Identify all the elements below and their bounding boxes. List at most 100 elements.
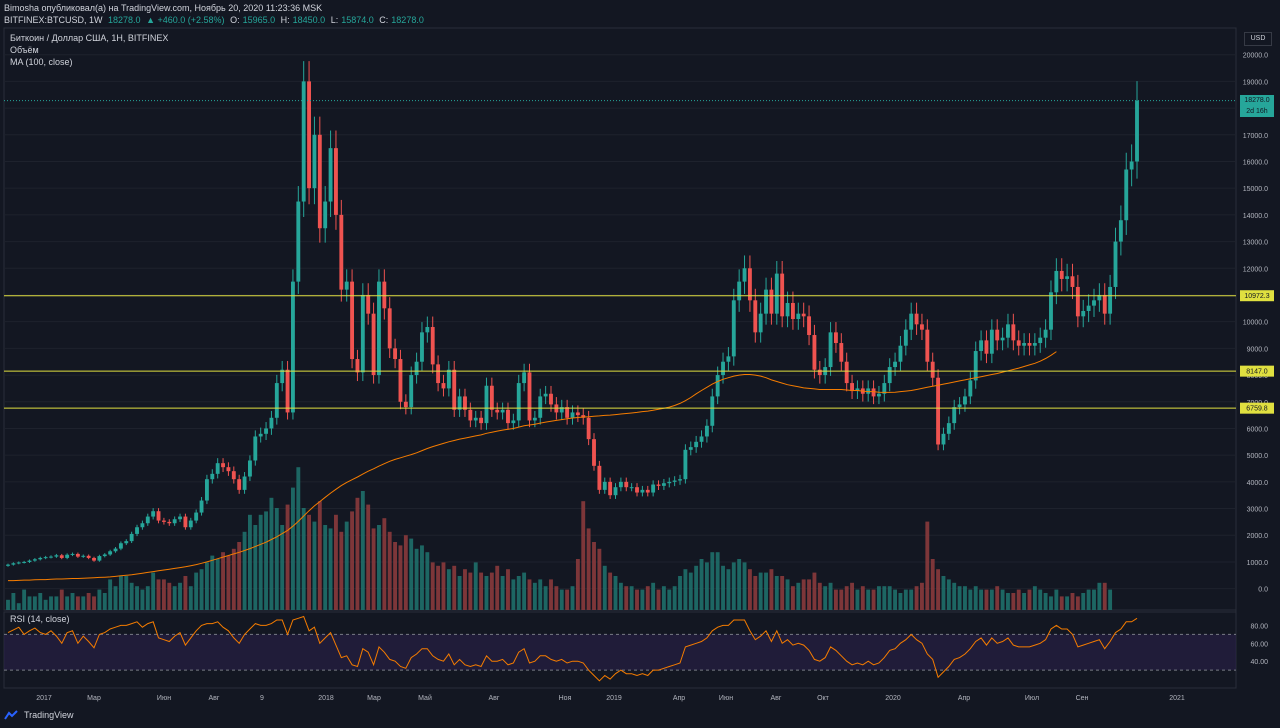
- close-value: 18278.0: [391, 15, 424, 25]
- candle: [1059, 270, 1064, 279]
- volume-bar: [511, 579, 516, 610]
- currency-label[interactable]: USD: [1244, 32, 1272, 46]
- volume-bar: [129, 582, 134, 610]
- volume-bar: [1097, 582, 1102, 610]
- volume-bar: [382, 518, 387, 610]
- volume-bar: [667, 589, 672, 610]
- candle: [559, 407, 564, 413]
- candle: [355, 359, 360, 373]
- volume-bar: [194, 572, 199, 610]
- candle: [269, 417, 274, 429]
- candle: [38, 557, 43, 560]
- volume-bar: [963, 586, 967, 610]
- volume-bar: [532, 582, 537, 610]
- y-tick-label: 14000.0: [1243, 213, 1268, 220]
- candle: [747, 268, 752, 301]
- volume-bar: [704, 562, 709, 610]
- candle: [903, 329, 908, 346]
- volume-bar: [731, 562, 736, 610]
- candle: [995, 329, 1000, 341]
- volume-bar: [344, 521, 349, 610]
- volume-bar: [307, 514, 312, 610]
- volume-bar: [258, 514, 263, 610]
- candle: [1129, 161, 1134, 170]
- x-tick-label: Окт: [817, 695, 830, 702]
- volume-bar: [188, 586, 193, 610]
- candle: [887, 367, 892, 384]
- volume-bar: [1043, 593, 1048, 610]
- candle: [737, 281, 742, 301]
- ma-line: [8, 351, 1057, 582]
- candle: [113, 548, 118, 552]
- candle: [75, 553, 80, 557]
- footer-brand[interactable]: TradingView: [4, 710, 74, 720]
- volume-bar: [328, 528, 333, 610]
- candle: [291, 281, 295, 413]
- volume-bar: [538, 579, 543, 610]
- volume-bar: [1102, 582, 1107, 610]
- candle: [1092, 300, 1096, 306]
- candle: [946, 423, 951, 434]
- candle: [844, 361, 849, 384]
- candle: [914, 313, 919, 325]
- rsi-band: [4, 634, 1236, 671]
- candle: [764, 289, 768, 314]
- x-tick-label: 9: [260, 695, 264, 702]
- volume-bar: [242, 531, 247, 610]
- volume-bar: [1081, 593, 1086, 610]
- low-value: 15874.0: [341, 15, 374, 25]
- candle: [237, 479, 242, 490]
- volume-bar: [145, 586, 150, 610]
- candle: [70, 553, 75, 555]
- candle: [414, 361, 419, 376]
- volume-bar: [274, 508, 279, 610]
- candle: [172, 519, 177, 524]
- candle: [188, 520, 193, 528]
- candle: [210, 473, 215, 480]
- candle: [360, 294, 365, 373]
- x-tick-label: 2018: [318, 695, 334, 702]
- volume-bar: [221, 552, 225, 610]
- volume-bar: [817, 582, 822, 610]
- candle: [489, 385, 494, 410]
- candle: [941, 433, 946, 445]
- candle: [839, 343, 844, 362]
- candle: [979, 340, 984, 352]
- candle: [274, 383, 279, 418]
- volume-bar: [909, 589, 914, 610]
- candle: [199, 500, 204, 513]
- volume-bar: [850, 582, 854, 610]
- candle: [882, 383, 887, 394]
- volume-bar: [393, 542, 398, 610]
- candle: [629, 487, 634, 489]
- volume-bar: [914, 586, 919, 610]
- candle: [957, 404, 962, 408]
- candle: [247, 460, 252, 477]
- volume-bar: [414, 548, 419, 610]
- level-tag: [1240, 290, 1274, 302]
- volume-bar: [43, 599, 48, 610]
- volume-bar: [936, 569, 941, 610]
- candle: [49, 556, 53, 558]
- volume-bar: [269, 497, 274, 610]
- volume-bar: [737, 559, 742, 610]
- candle: [909, 313, 914, 330]
- volume-bar: [1011, 593, 1016, 610]
- volume-bar: [877, 586, 881, 610]
- volume-bar: [124, 576, 129, 610]
- volume-bar: [726, 569, 731, 610]
- x-tick-label: Май: [418, 694, 432, 702]
- y-tick-label: 16000.0: [1243, 159, 1268, 166]
- volume-bar: [887, 586, 892, 610]
- volume-bar: [102, 593, 107, 610]
- candle: [409, 375, 414, 408]
- candle: [774, 273, 779, 314]
- volume-bar: [16, 603, 21, 610]
- candle: [812, 335, 817, 370]
- volume-bar: [1092, 589, 1096, 610]
- volume-bar: [489, 572, 494, 610]
- candle: [672, 480, 677, 482]
- volume-bar: [989, 589, 994, 610]
- x-tick-label: Авг: [771, 695, 782, 702]
